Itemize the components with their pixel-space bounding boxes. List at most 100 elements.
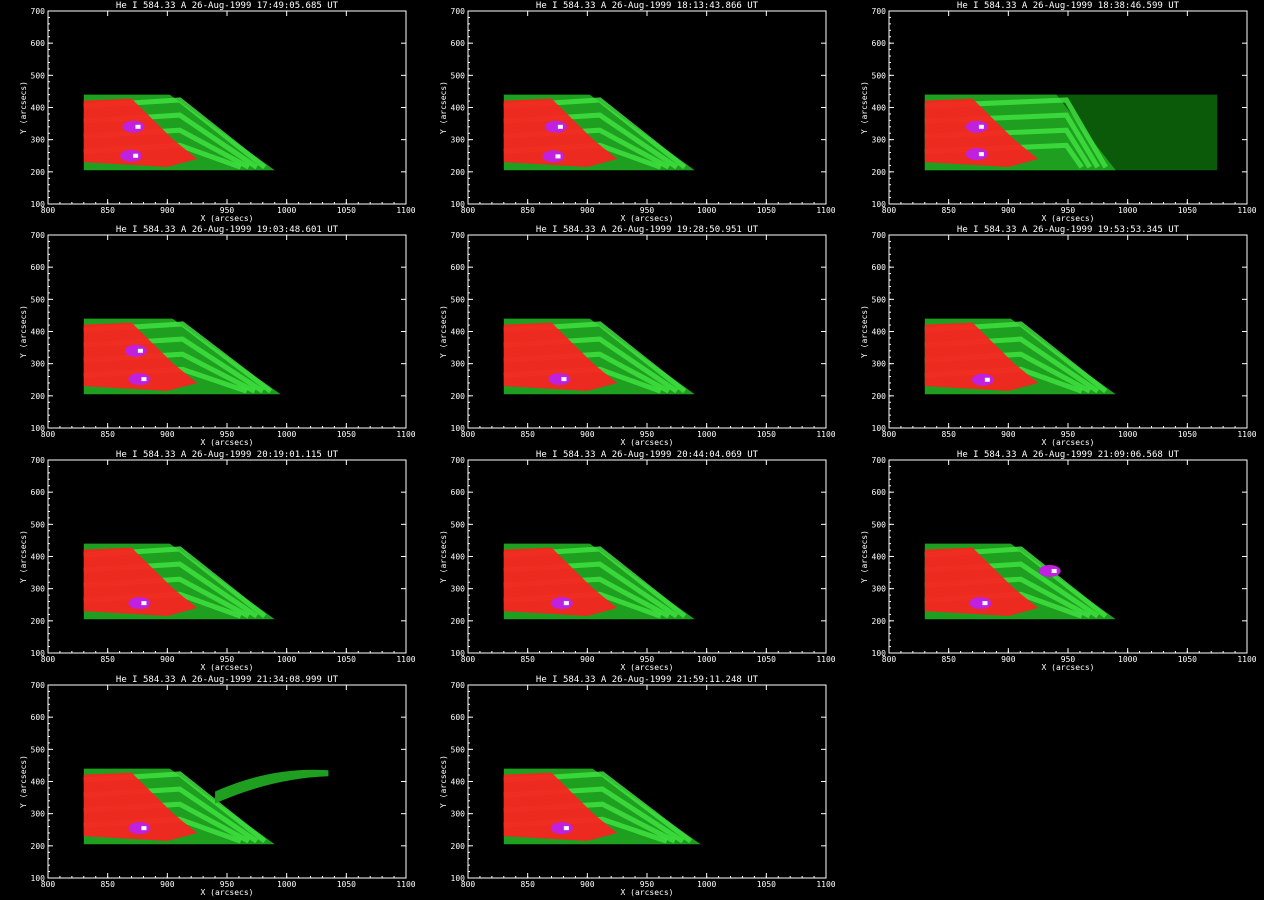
x-tick-label: 1050 [1178, 206, 1197, 215]
y-tick-label: 700 [872, 456, 887, 465]
x-axis-label: X (arcsecs) [201, 438, 254, 447]
kernel-1 [544, 120, 567, 133]
x-tick-label: 1000 [1118, 430, 1137, 439]
y-tick-label: 200 [872, 617, 887, 626]
x-tick-label: 900 [1001, 430, 1016, 439]
y-tick-label: 100 [451, 424, 466, 433]
x-axis-label: X (arcsecs) [621, 214, 674, 223]
y-tick-label: 200 [31, 842, 46, 851]
kernel-1 [550, 597, 573, 610]
x-tick-label: 950 [220, 430, 235, 439]
y-tick-label: 200 [872, 392, 887, 401]
x-tick-label: 1000 [277, 655, 296, 664]
x-tick-label: 1050 [757, 430, 776, 439]
kernel-2 [965, 148, 988, 161]
x-tick-label: 950 [640, 430, 655, 439]
x-tick-label: 900 [160, 880, 175, 889]
kernel-1 [1038, 564, 1061, 577]
red-core [503, 547, 618, 617]
y-tick-label: 700 [451, 456, 466, 465]
x-tick-label: 1050 [1178, 655, 1197, 664]
y-tick-label: 700 [31, 231, 46, 240]
y-tick-label: 300 [451, 810, 466, 819]
x-tick-label: 800 [41, 206, 56, 215]
x-tick-label: 900 [580, 206, 595, 215]
y-tick-label: 100 [872, 424, 887, 433]
y-tick-label: 300 [31, 810, 46, 819]
y-tick-label: 100 [31, 874, 46, 883]
y-tick-label: 100 [31, 649, 46, 658]
kernel-1 [128, 597, 151, 610]
y-tick-label: 600 [872, 488, 887, 497]
y-axis-label: Y (arcsecs) [19, 81, 28, 134]
y-tick-label: 300 [31, 136, 46, 145]
y-tick-label: 400 [31, 778, 46, 787]
heatmap-image [83, 94, 275, 171]
y-tick-label: 200 [451, 842, 466, 851]
x-tick-label: 1100 [396, 206, 415, 215]
red-core [924, 322, 1039, 392]
y-tick-label: 100 [31, 200, 46, 209]
y-axis-label: Y (arcsecs) [439, 305, 448, 358]
y-tick-label: 400 [31, 328, 46, 337]
y-axis-label: Y (arcsecs) [860, 530, 869, 583]
x-tick-label: 800 [461, 206, 476, 215]
x-tick-label: 900 [580, 655, 595, 664]
x-tick-label: 1100 [816, 206, 835, 215]
y-axis-label: Y (arcsecs) [19, 530, 28, 583]
x-tick-label: 1000 [277, 206, 296, 215]
heatmap-image [83, 318, 281, 395]
x-tick-label: 1050 [1178, 430, 1197, 439]
kernel-2 [120, 149, 143, 162]
y-tick-label: 100 [451, 874, 466, 883]
red-core [83, 772, 198, 842]
x-tick-label: 900 [1001, 206, 1016, 215]
panel-title: He I 584.33 A 26-Aug-1999 18:38:46.599 U… [957, 1, 1180, 11]
y-tick-label: 400 [451, 553, 466, 562]
y-tick-label: 300 [31, 585, 46, 594]
x-tick-label: 1050 [337, 430, 356, 439]
panel-title: He I 584.33 A 26-Aug-1999 19:03:48.601 U… [116, 225, 339, 235]
x-tick-label: 1100 [816, 880, 835, 889]
y-tick-label: 300 [872, 360, 887, 369]
x-tick-label: 800 [41, 655, 56, 664]
x-tick-label: 800 [461, 655, 476, 664]
y-tick-label: 200 [872, 168, 887, 177]
red-core [924, 98, 1039, 168]
x-axis-label: X (arcsecs) [621, 438, 674, 447]
y-tick-label: 400 [31, 104, 46, 113]
heatmap-image [924, 543, 1116, 620]
red-core [83, 547, 198, 617]
y-tick-label: 600 [872, 39, 887, 48]
x-tick-label: 800 [41, 430, 56, 439]
x-tick-label: 950 [1061, 655, 1076, 664]
x-axis-label: X (arcsecs) [1042, 214, 1095, 223]
x-tick-label: 1050 [337, 880, 356, 889]
hot-spot [557, 124, 563, 129]
y-tick-label: 700 [451, 681, 466, 690]
kernel-1 [122, 120, 145, 133]
x-tick-label: 950 [640, 880, 655, 889]
y-tick-label: 200 [451, 392, 466, 401]
red-core [503, 322, 618, 392]
x-tick-label: 800 [882, 430, 897, 439]
panel-1: 800 850 900 950 1000 1050 1100 100 200 300 400 500 6… [19, 1, 416, 223]
x-tick-label: 950 [220, 880, 235, 889]
x-tick-label: 800 [461, 430, 476, 439]
x-tick-label: 1100 [816, 430, 835, 439]
x-tick-label: 1000 [697, 880, 716, 889]
y-tick-label: 600 [31, 39, 46, 48]
hot-spot [141, 377, 147, 382]
heatmap-image [83, 543, 275, 620]
y-tick-label: 500 [451, 71, 466, 80]
hot-spot [141, 826, 147, 831]
y-tick-label: 200 [451, 168, 466, 177]
heatmap-image [503, 543, 695, 620]
y-tick-label: 100 [451, 649, 466, 658]
x-tick-label: 950 [1061, 430, 1076, 439]
hot-spot [133, 153, 139, 158]
y-tick-label: 100 [451, 200, 466, 209]
y-tick-label: 500 [872, 71, 887, 80]
y-tick-label: 700 [872, 7, 887, 16]
panel-10: 800 850 900 950 1000 1050 1100 100 200 300 400 500 6… [19, 675, 416, 897]
